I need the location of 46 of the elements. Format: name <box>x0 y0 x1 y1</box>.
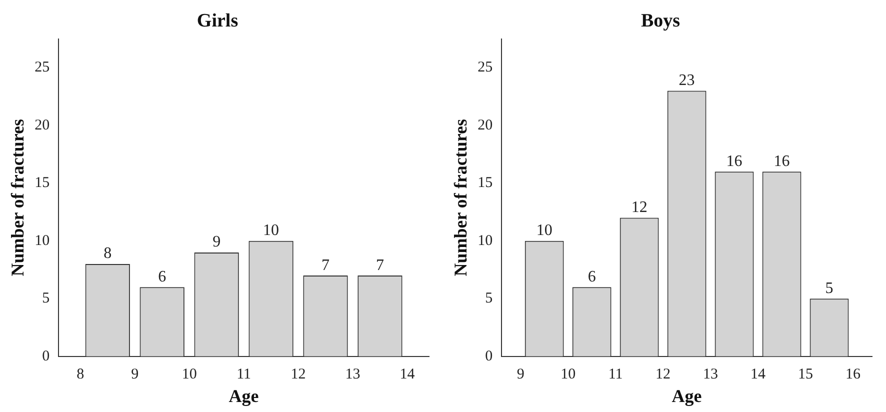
x-tick-label: 9 <box>131 366 139 382</box>
y-tick-label: 10 <box>478 232 493 249</box>
x-tick-label: 12 <box>290 366 306 382</box>
x-tick-label: 11 <box>236 366 252 382</box>
data-label: 16 <box>726 152 742 170</box>
x-tick-label: 9 <box>516 366 524 382</box>
x-tick-label: 16 <box>846 366 862 382</box>
data-label: 5 <box>825 280 834 297</box>
data-label: 23 <box>678 72 695 89</box>
x-tick-label: 14 <box>750 366 766 382</box>
y-tick-label: 15 <box>478 175 493 192</box>
x-tick-label: 14 <box>400 366 416 382</box>
x-tick-label: 11 <box>608 366 623 382</box>
data-label: 7 <box>322 256 330 274</box>
data-label: 6 <box>158 268 166 286</box>
y-tick-label: 10 <box>34 232 50 249</box>
y-tick-label: 20 <box>478 117 493 134</box>
y-axis-title: Number of fractures <box>450 118 470 276</box>
x-tick-label: 10 <box>182 366 197 382</box>
x-axis-title: Age <box>672 386 702 406</box>
data-label: 16 <box>774 152 790 170</box>
data-label: 10 <box>536 222 552 240</box>
x-tick-label: 12 <box>656 366 671 382</box>
y-axis-title: Number of fractures <box>7 118 28 276</box>
y-tick-label: 20 <box>34 117 50 134</box>
data-label: 7 <box>376 256 384 274</box>
y-tick-label: 5 <box>42 290 50 307</box>
data-label: 10 <box>263 222 280 240</box>
y-tick-label: 5 <box>485 290 493 307</box>
chart-title: Boys <box>640 10 680 32</box>
y-tick-label: 25 <box>34 60 50 76</box>
data-label: 9 <box>212 234 221 251</box>
x-axis-title: Age <box>228 386 259 406</box>
chart-title: Girls <box>196 10 238 32</box>
y-tick-label: 25 <box>478 60 493 76</box>
y-tick-label: 0 <box>485 348 493 364</box>
x-tick-label: 13 <box>345 366 360 382</box>
y-tick-label: 0 <box>42 348 50 364</box>
x-tick-label: 10 <box>560 366 576 382</box>
data-label: 12 <box>631 199 648 216</box>
data-label: 8 <box>104 245 112 262</box>
x-tick-label: 13 <box>703 366 718 382</box>
x-tick-label: 8 <box>76 366 84 382</box>
data-label: 6 <box>588 268 596 286</box>
x-tick-label: 15 <box>798 366 814 382</box>
y-tick-label: 15 <box>34 175 50 192</box>
